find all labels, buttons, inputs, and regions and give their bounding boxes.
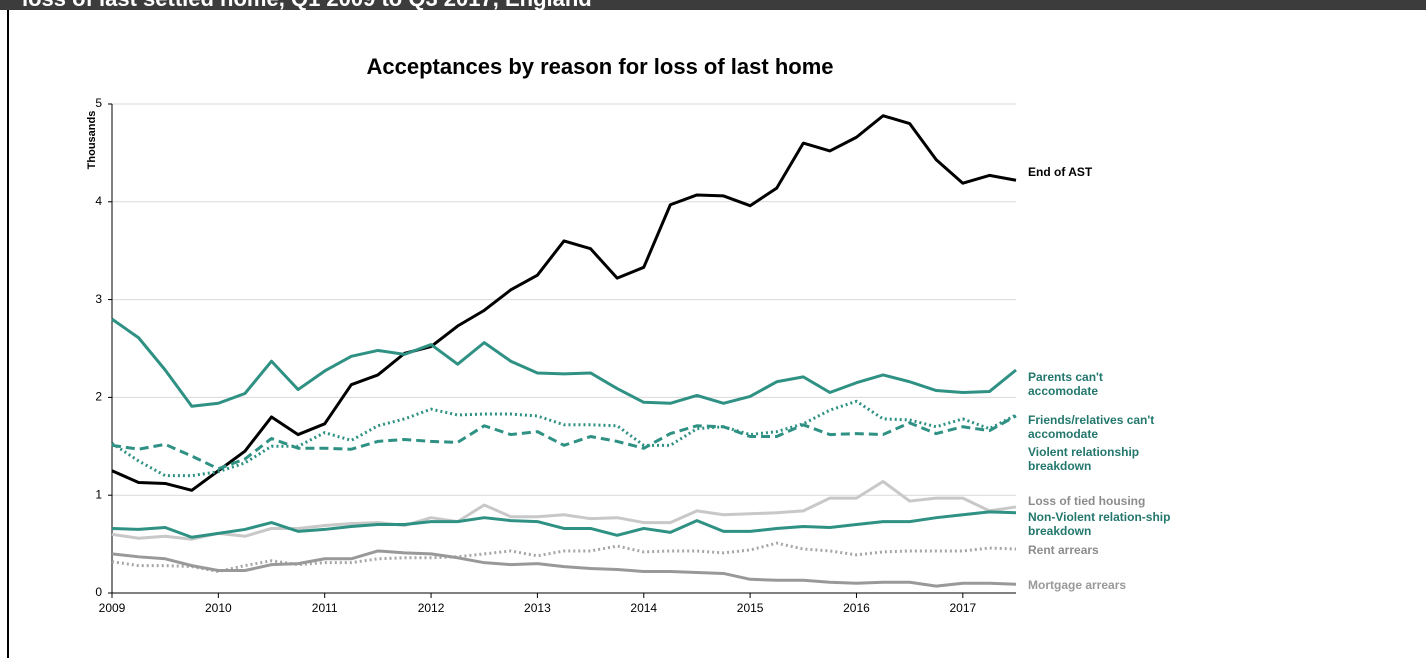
header-title: loss of last settled home, Q1 2009 to Q3… [22,0,592,10]
x-tick-label: 2017 [949,601,976,615]
frame-border [7,10,9,658]
x-tick-label: 2016 [843,601,870,615]
series-label: Parents can't accomodate [1028,370,1103,398]
y-tick-label: 5 [95,96,102,110]
x-tick-label: 2014 [630,601,657,615]
series-label: Rent arrears [1028,543,1099,557]
y-tick-label: 2 [95,390,102,404]
series-line [111,549,1017,588]
y-tick-label: 3 [95,292,102,306]
y-tick-label: 0 [95,585,102,599]
x-tick-label: 2009 [99,601,126,615]
header: loss of last settled home, Q1 2009 to Q3… [0,0,1426,10]
series-line [111,414,1017,471]
x-tick-label: 2013 [524,601,551,615]
x-tick-label: 2010 [205,601,232,615]
x-tick-label: 2015 [737,601,764,615]
y-tick-label: 1 [95,487,102,501]
series-label: Loss of tied housing [1028,494,1146,508]
series-label: Friends/relatives can't accomodate [1028,413,1155,441]
series-label: Non-Violent relation-ship breakdown [1028,510,1171,538]
x-tick-label: 2012 [418,601,445,615]
series-line [111,510,1017,539]
series-line [111,480,1017,541]
y-tick-label: 4 [95,194,102,208]
x-tick-label: 2011 [312,601,338,615]
series-line [111,317,1017,408]
y-axis-title: Thousands [86,111,98,170]
series-label: End of AST [1028,165,1093,179]
series-line [111,399,1017,478]
chart-title: Acceptances by reason for loss of last h… [366,54,833,79]
series-label: Mortgage arrears [1028,578,1127,592]
series-line [111,541,1017,573]
series-label: Violent relationship breakdown [1028,445,1140,473]
series-line [111,114,1017,492]
